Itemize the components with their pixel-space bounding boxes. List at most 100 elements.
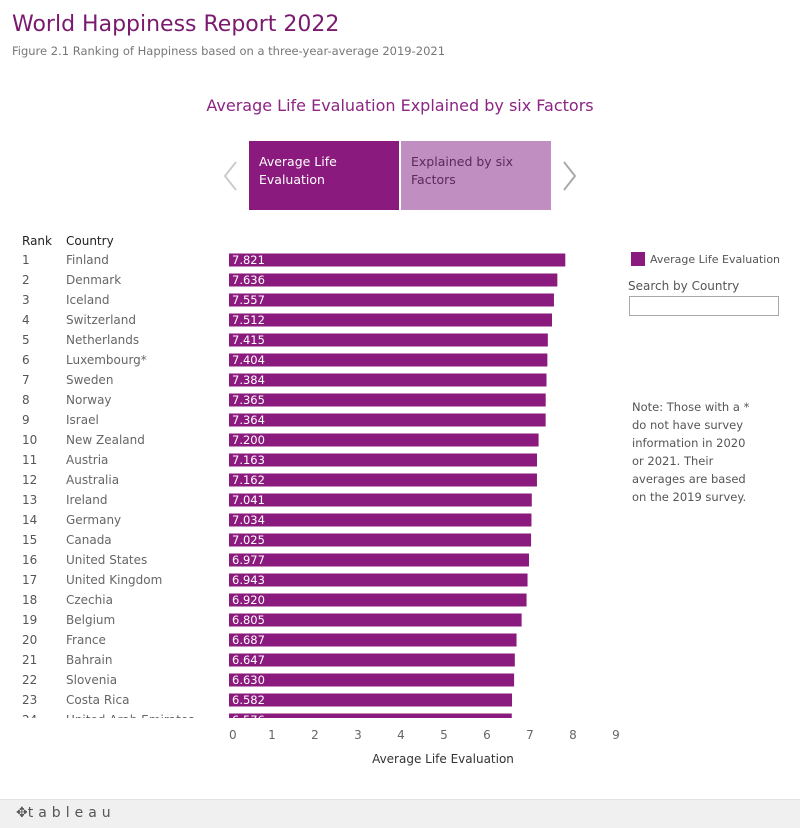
rank-column-header: Rank [22,234,52,248]
rank-label: 21 [22,653,37,667]
country-label: New Zealand [66,433,145,447]
bar [229,513,532,527]
bar [229,373,547,387]
survey-note: Note: Those with a * do not have survey … [632,400,750,504]
bar-value-label: 7.821 [232,253,265,267]
country-label: Netherlands [66,333,139,347]
bar [229,533,532,547]
rank-label: 9 [22,413,30,427]
rank-label: 15 [22,533,37,547]
rank-label: 1 [22,253,30,267]
country-label: Israel [66,413,99,427]
rank-label: 23 [22,693,37,707]
bar [229,253,566,267]
tableau-logo-icon: ✥ [16,805,28,821]
rank-label: 7 [22,373,30,387]
rank-label: 17 [22,573,37,587]
rank-label: 19 [22,613,37,627]
country-label: Ireland [66,493,108,507]
bar [229,353,548,367]
country-label: Luxembourg* [66,353,147,367]
bar-value-label: 6.977 [232,553,265,567]
rank-label: 16 [22,553,37,567]
bar-value-label: 6.582 [232,693,265,707]
chart-rows: 1 Finland 7.821 2 Denmark 7.636 3 Iceland 7.557 4… [22,253,566,727]
bar-value-label: 7.404 [232,353,265,367]
rank-label: 3 [22,293,30,307]
bar-value-label: 7.557 [232,293,265,307]
bar-value-label: 6.687 [232,633,265,647]
x-tick-label: 8 [569,728,577,742]
bar [229,713,512,718]
country-label: Finland [66,253,109,267]
bar-value-label: 6.630 [232,673,265,687]
tab-explained-by-six-factors[interactable]: Explained by six Factors [401,141,551,210]
rank-label: 5 [22,333,30,347]
bar-value-label: 7.162 [232,473,265,487]
rank-label: 2 [22,273,30,287]
rank-label: 18 [22,593,37,607]
country-label: Sweden [66,373,113,387]
tableau-logo-text: tableau [27,805,116,821]
country-label: Canada [66,533,112,547]
bar [229,633,517,647]
next-arrow-icon[interactable] [560,160,578,192]
bar-value-label: 7.415 [232,333,265,347]
country-label: Austria [66,453,108,467]
bar-value-label: 7.384 [232,373,265,387]
legend-label: Average Life Evaluation [650,253,781,266]
bar [229,333,548,347]
bar-value-label: 7.163 [232,453,265,467]
country-label: Denmark [66,273,121,287]
report-title: World Happiness Report 2022 [12,12,340,37]
country-label: Belgium [66,613,115,627]
bar [229,473,537,487]
x-axis-title: Average Life Evaluation [372,752,514,766]
bar-value-label: 7.200 [232,433,265,447]
previous-arrow-icon[interactable] [222,160,240,192]
x-tick-label: 1 [268,728,276,742]
rank-label: 11 [22,453,37,467]
country-label: Norway [66,393,112,407]
rank-label: 20 [22,633,37,647]
legend-swatch [631,252,645,266]
x-tick-label: 9 [612,728,620,742]
tableau-footer: ✥tableau [0,799,800,828]
bar [229,553,530,567]
bar-value-label: 7.365 [232,393,265,407]
country-label: Costa Rica [66,693,129,707]
tab-average-life-evaluation[interactable]: Average Life Evaluation [249,141,399,210]
bar [229,453,538,467]
x-tick-label: 5 [440,728,448,742]
rank-label: 4 [22,313,30,327]
bar-value-label: 6.647 [232,653,265,667]
x-tick-label: 4 [397,728,405,742]
bar [229,393,546,407]
bar-value-label: 6.805 [232,613,265,627]
bar-value-label: 7.364 [232,413,265,427]
x-tick-label: 2 [311,728,319,742]
rank-label: 6 [22,353,30,367]
x-tick-label: 6 [483,728,491,742]
country-label: United Kingdom [66,573,162,587]
view-title: Average Life Evaluation Explained by six… [206,96,594,115]
search-country-input[interactable] [629,296,779,316]
bar-value-label: 6.943 [232,573,265,587]
rank-label: 12 [22,473,37,487]
country-label: Germany [66,513,121,527]
x-tick-label: 7 [526,728,534,742]
bar-value-label: 7.512 [232,313,265,327]
bar-value-label: 7.636 [232,273,265,287]
bar [229,493,532,507]
bar [229,593,527,607]
country-label: United Arab Emirates [66,713,194,727]
country-label: Czechia [66,593,113,607]
search-label: Search by Country [628,279,740,293]
bar-value-label: 6.920 [232,593,265,607]
bar [229,653,515,667]
bar-chart: 1 Finland 7.821 2 Denmark 7.636 3 Iceland 7.557 4… [22,253,620,742]
tableau-logo[interactable]: ✥tableau [16,805,116,821]
country-label: Slovenia [66,673,117,687]
country-label: Iceland [66,293,109,307]
country-label: Switzerland [66,313,136,327]
